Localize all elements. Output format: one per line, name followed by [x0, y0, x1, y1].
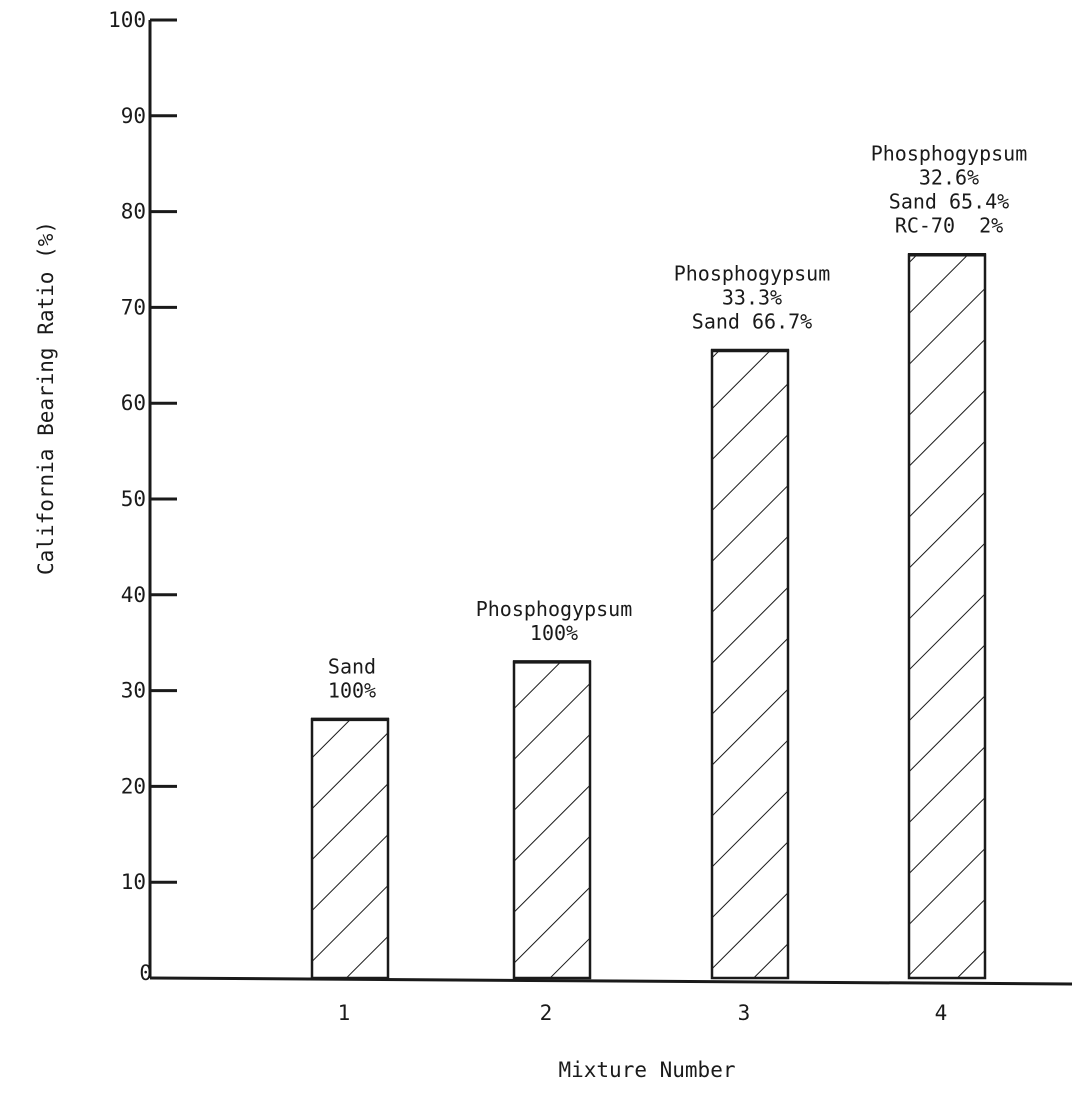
x-tick-label: 2 [540, 1001, 553, 1025]
bar-1 [310, 718, 390, 980]
y-axis: 0 10 20 30 40 50 60 70 80 90 100 [108, 8, 177, 985]
bars [310, 252, 987, 980]
y-tick-label: 50 [121, 487, 146, 511]
x-tick-label: 3 [738, 1001, 751, 1025]
bar-annotation-line: 32.6% [919, 166, 979, 190]
y-axis-title: California Bearing Ratio (%) [34, 221, 58, 575]
bar-labels: Sand100%Phosphogypsum100%Phosphogypsum33… [328, 142, 1027, 703]
y-tick-label: 70 [121, 295, 146, 319]
bar-annotation-line: 33.3% [722, 286, 782, 310]
x-tick-label: 4 [935, 1001, 948, 1025]
bar-4 [907, 253, 987, 980]
y-tick-label: 10 [121, 870, 146, 894]
bar-annotation-line: Sand 65.4% [889, 190, 1009, 214]
bar-annotation-line: Sand [328, 654, 376, 678]
bar-annotation-line: RC-70 2% [895, 214, 1003, 238]
y-tick-label: 60 [121, 391, 146, 415]
y-tick-label: 0 [139, 961, 152, 985]
y-tick-label: 30 [121, 679, 146, 703]
y-tick-label: 40 [121, 583, 146, 607]
bar-annotation-line: 100% [328, 678, 376, 702]
y-tick-label: 100 [108, 8, 146, 32]
bar-annotation-line: 100% [530, 621, 578, 645]
x-axis: 1 2 3 4 [149, 976, 1073, 1025]
bar-3 [710, 349, 790, 980]
x-tick-label: 1 [338, 1001, 351, 1025]
bar-2 [512, 660, 592, 980]
x-axis-line [149, 976, 1073, 986]
bar-annotation-line: Phosphogypsum [674, 262, 831, 286]
y-tick-label: 90 [121, 104, 146, 128]
bar-annotation-line: Sand 66.7% [692, 310, 812, 334]
bar-annotation-line: Phosphogypsum [871, 142, 1028, 166]
x-axis-title: Mixture Number [558, 1058, 735, 1082]
y-tick-label: 20 [121, 774, 146, 798]
y-tick-label: 80 [121, 200, 146, 224]
bar-annotation-line: Phosphogypsum [476, 597, 633, 621]
